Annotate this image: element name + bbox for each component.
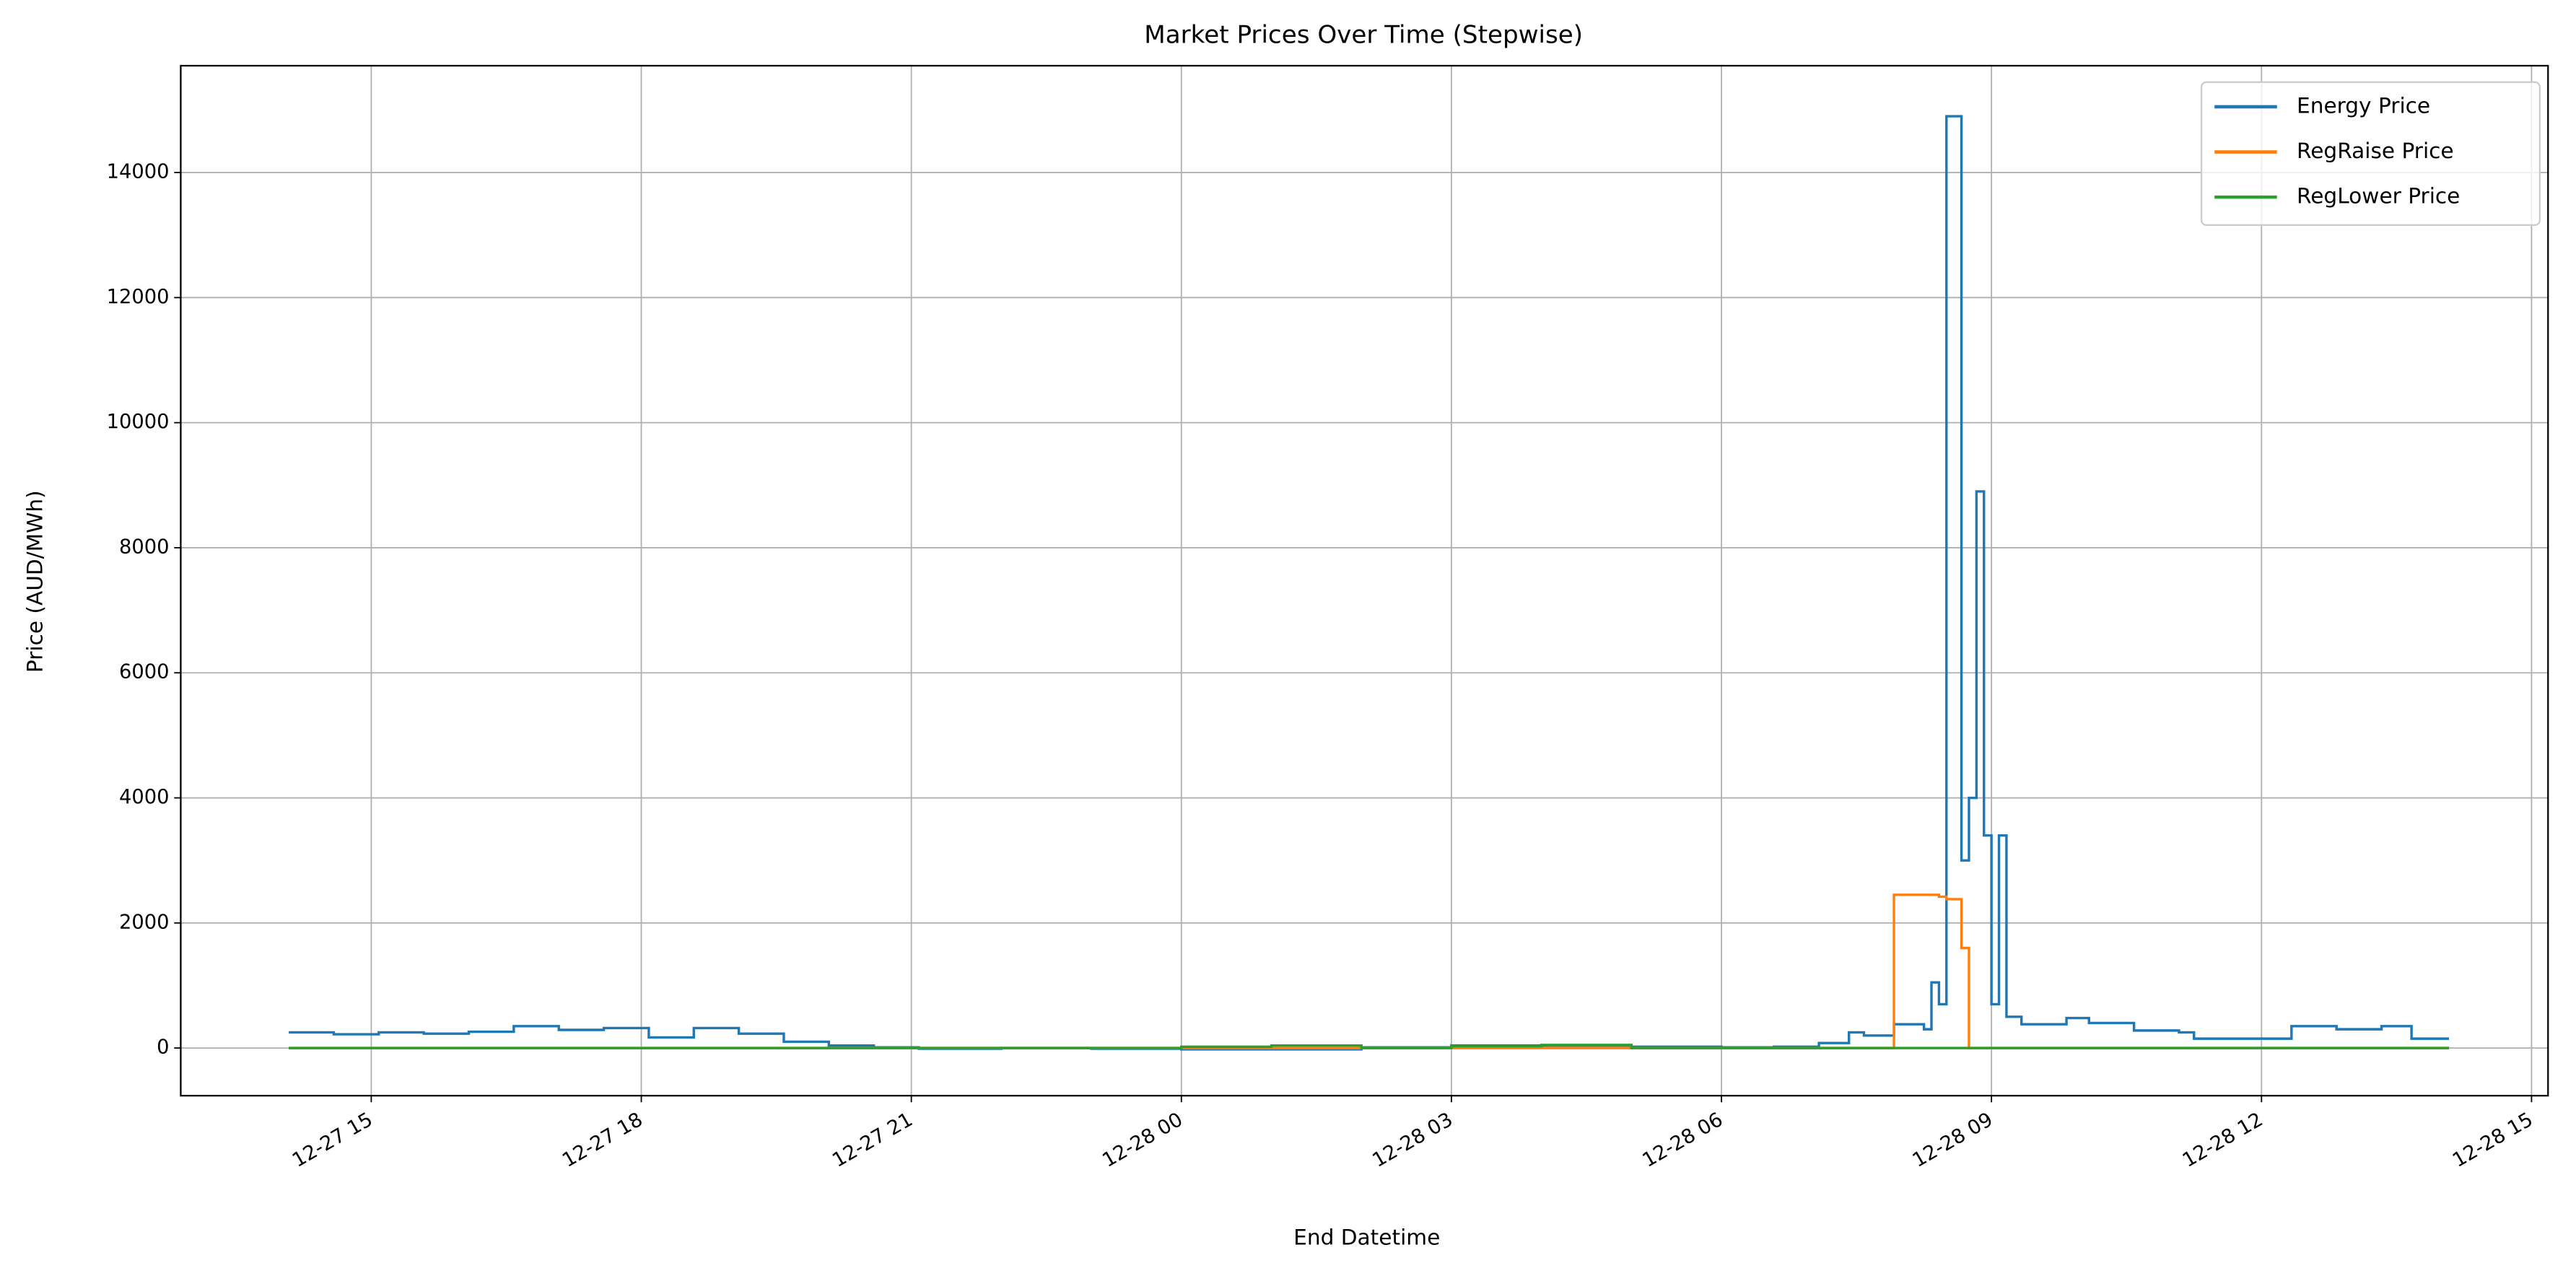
legend-box [2200,81,2541,226]
y-tick-label: 6000 [119,661,169,683]
series-line [289,115,2450,1051]
y-tick-label: 2000 [119,911,169,933]
chart-title: Market Prices Over Time (Stepwise) [1144,21,1583,50]
legend-label: RegRaise Price [2297,139,2454,163]
y-axis-label: Price (AUD/MWh) [23,490,48,673]
y-tick-label: 12000 [107,286,170,308]
y-tick-label: 14000 [107,161,170,183]
y-tick-label: 4000 [119,786,169,808]
series-line [289,1044,2450,1049]
legend-label: Energy Price [2297,93,2430,118]
y-tick-label: 10000 [107,411,170,433]
y-tick-label: 0 [157,1036,169,1059]
y-tick-label: 8000 [119,536,169,558]
plot-frame [180,64,2549,1097]
legend-label: RegLower Price [2297,184,2460,209]
x-axis-label: End Datetime [1293,1225,1440,1250]
